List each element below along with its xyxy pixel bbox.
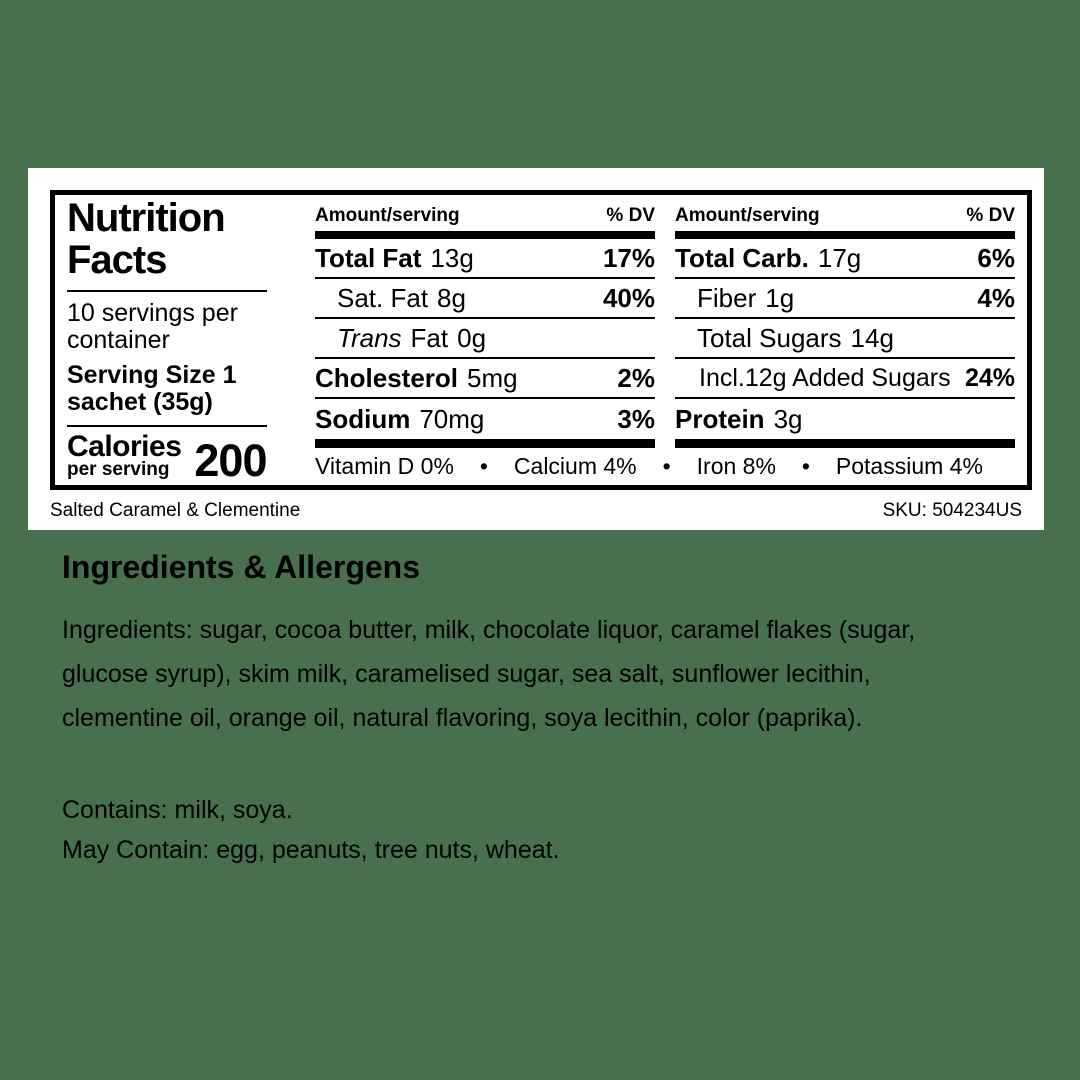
divider [67, 425, 267, 427]
nutrition-label-card: Nutrition Facts 10 servings per containe… [28, 168, 1044, 530]
amount-per-serving-header: Amount/serving [315, 205, 460, 226]
nutrient-row-sodium: Sodium 70mg 3% [315, 399, 655, 439]
nutrient-amount: 1g [765, 282, 795, 313]
nutrition-facts-title: Nutrition Facts [67, 197, 307, 281]
carb-column: Amount/serving % DV Total Carb. 17g 6% Fi… [675, 195, 1015, 448]
nutrient-name: Total Carb. [675, 242, 809, 273]
title-line-1: Nutrition [67, 196, 226, 240]
calories-block: Calories per serving 200 [67, 430, 307, 486]
potassium-value: Potassium 4% [835, 453, 983, 479]
nutrient-dv: 6% [977, 242, 1015, 273]
column-header: Amount/serving % DV [315, 195, 655, 227]
calories-value: 200 [194, 435, 267, 486]
nutrient-row-cholesterol: Cholesterol 5mg 2% [315, 359, 655, 399]
nutrient-name: Incl.12g Added Sugars [699, 363, 951, 392]
nutrient-dv: 3% [617, 403, 655, 434]
calories-words: Calories per serving [67, 430, 182, 480]
contains-line: Contains: milk, soya. [62, 796, 293, 824]
nutrient-row-fiber: Fiber 1g 4% [675, 279, 1015, 319]
bullet-separator: • [801, 453, 810, 479]
nutrient-dv: 40% [602, 282, 655, 313]
nutrient-dv: 24% [964, 363, 1015, 392]
nutrient-amount: 5mg [467, 362, 518, 393]
thick-bar [315, 231, 655, 239]
nutrient-name: Sat. Fat [337, 282, 429, 313]
nutrient-name: Total Fat [315, 242, 422, 273]
nutrient-row-protein: Protein 3g [675, 399, 1015, 439]
divider [67, 290, 267, 292]
nutrient-name: Trans [337, 322, 402, 353]
nutrient-amount: 14g [850, 322, 894, 353]
vitamin-d-value: Vitamin D 0% [315, 453, 454, 479]
serving-size: Serving Size 1 sachet (35g) [67, 361, 237, 416]
servings-per-container: 10 servings per container [67, 299, 238, 354]
flavor-name: Salted Caramel & Clementine [50, 500, 301, 521]
sku-text: SKU: 504234US [882, 500, 1022, 521]
nutrient-row-trans-fat: Trans Fat 0g [315, 319, 655, 359]
calories-label: Calories [67, 430, 182, 463]
nutrient-amount: 8g [437, 282, 466, 313]
title-line-2: Facts [67, 238, 168, 282]
nutrient-row-total-sugars: Total Sugars 14g [675, 319, 1015, 359]
nutrient-name: Sodium [315, 403, 411, 434]
nutrient-amount: 70mg [419, 403, 485, 434]
ingredients-section: Ingredients & Allergens Ingredients: sug… [62, 548, 1002, 870]
column-header: Amount/serving % DV [675, 195, 1015, 227]
fat-column: Amount/serving % DV Total Fat 13g 17% Sat… [315, 195, 655, 448]
calcium-value: Calcium 4% [513, 453, 637, 479]
nutrient-amount: 3g [773, 403, 803, 434]
thick-bar [675, 439, 1015, 448]
nutrient-row-sat-fat: Sat. Fat 8g 40% [315, 279, 655, 319]
nutrient-name: Total Sugars [697, 322, 842, 353]
thick-bar [315, 439, 655, 448]
nutrient-name: Protein [675, 403, 765, 434]
may-contain-line: May Contain: egg, peanuts, tree nuts, wh… [62, 836, 560, 864]
nutrient-amount: 0g [457, 322, 487, 353]
ingredients-paragraph: Ingredients: sugar, cocoa butter, milk, … [62, 616, 916, 732]
nutrient-row-total-carb: Total Carb. 17g 6% [675, 239, 1015, 279]
percent-dv-header: % DV [966, 205, 1015, 226]
nutrient-row-added-sugars: Incl.12g Added Sugars 24% [675, 359, 1015, 399]
thick-bar [675, 231, 1015, 239]
nutrient-name: Fiber [697, 282, 757, 313]
nutrient-dv: 4% [977, 282, 1015, 313]
card-footer: Salted Caramel & Clementine SKU: 504234U… [50, 500, 1022, 522]
nutrient-amount: 13g [430, 242, 474, 273]
micronutrients-row: Vitamin D 0% • Calcium 4% • Iron 8% • Po… [315, 453, 983, 480]
amount-per-serving-header: Amount/serving [675, 205, 820, 226]
bullet-separator: • [662, 453, 671, 479]
nutrient-name-rest: Fat [410, 322, 449, 353]
nutrition-facts-box: Nutrition Facts 10 servings per containe… [50, 190, 1032, 490]
nutrient-row-total-fat: Total Fat 13g 17% [315, 239, 655, 279]
nutrient-dv: 2% [617, 362, 655, 393]
ingredients-heading: Ingredients & Allergens [62, 549, 420, 585]
nutrition-summary-column: Nutrition Facts 10 servings per containe… [67, 197, 307, 486]
iron-value: Iron 8% [696, 453, 776, 479]
bullet-separator: • [479, 453, 488, 479]
nutrient-dv: 17% [602, 242, 655, 273]
nutrient-name: Cholesterol [315, 362, 459, 393]
percent-dv-header: % DV [606, 205, 655, 226]
calories-sublabel: per serving [67, 459, 170, 480]
nutrient-amount: 17g [817, 242, 862, 273]
